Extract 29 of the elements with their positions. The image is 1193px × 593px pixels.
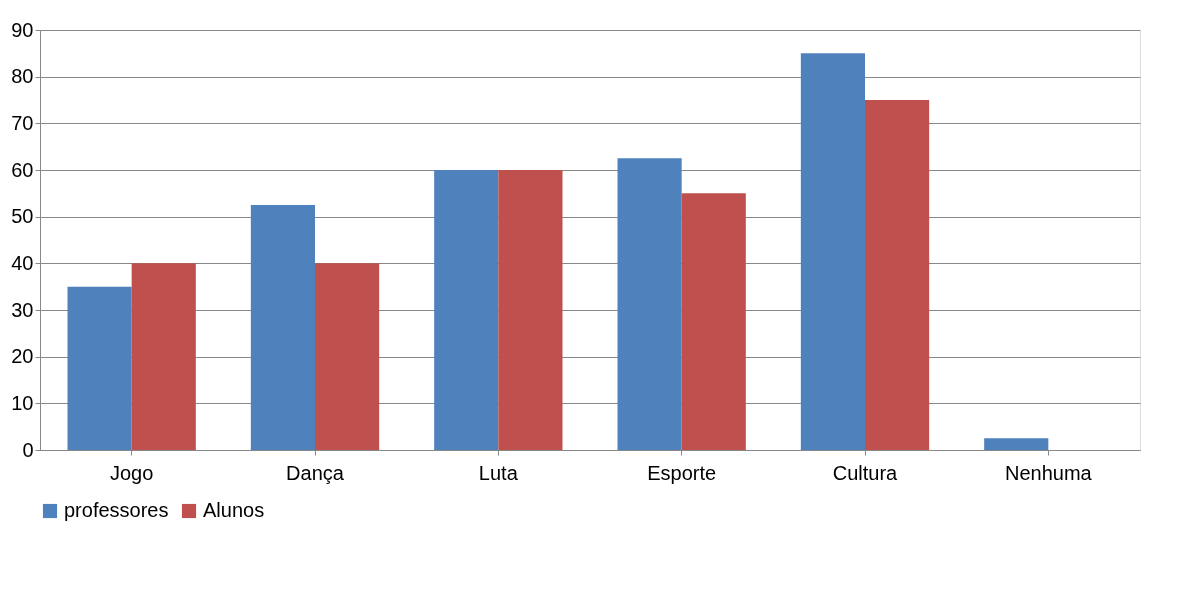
bar: [984, 438, 1049, 450]
bar: [434, 170, 499, 450]
y-tick-label: 10: [11, 391, 34, 414]
y-tick-label: 80: [11, 65, 34, 88]
bar: [250, 205, 315, 450]
x-tick-label: Nenhuma: [1004, 461, 1093, 484]
y-tick-label: 30: [11, 298, 34, 321]
bar: [865, 100, 930, 450]
y-tick-label: 20: [11, 345, 34, 368]
x-tick-label: Esporte: [647, 461, 717, 484]
y-tick-label: 60: [11, 158, 34, 181]
bar: [67, 286, 132, 450]
x-tick-label: Jogo: [109, 461, 154, 484]
bar: [315, 263, 380, 450]
legend-label: professores: [64, 499, 169, 521]
y-tick-label: 40: [11, 251, 34, 274]
legend-label: Alunos: [203, 499, 265, 521]
bar: [681, 193, 746, 450]
y-tick-label: 50: [11, 205, 34, 228]
y-tick-label: 70: [11, 111, 34, 134]
x-tick-label: Cultura: [832, 461, 899, 484]
bar: [498, 170, 563, 450]
bar: [617, 158, 682, 450]
y-tick-label: 90: [11, 18, 34, 41]
bar: [800, 53, 865, 450]
y-tick-label: 0: [22, 438, 34, 461]
x-tick-label: Dança: [286, 461, 345, 484]
x-tick-label: Luta: [478, 461, 519, 484]
bar: [131, 263, 196, 450]
